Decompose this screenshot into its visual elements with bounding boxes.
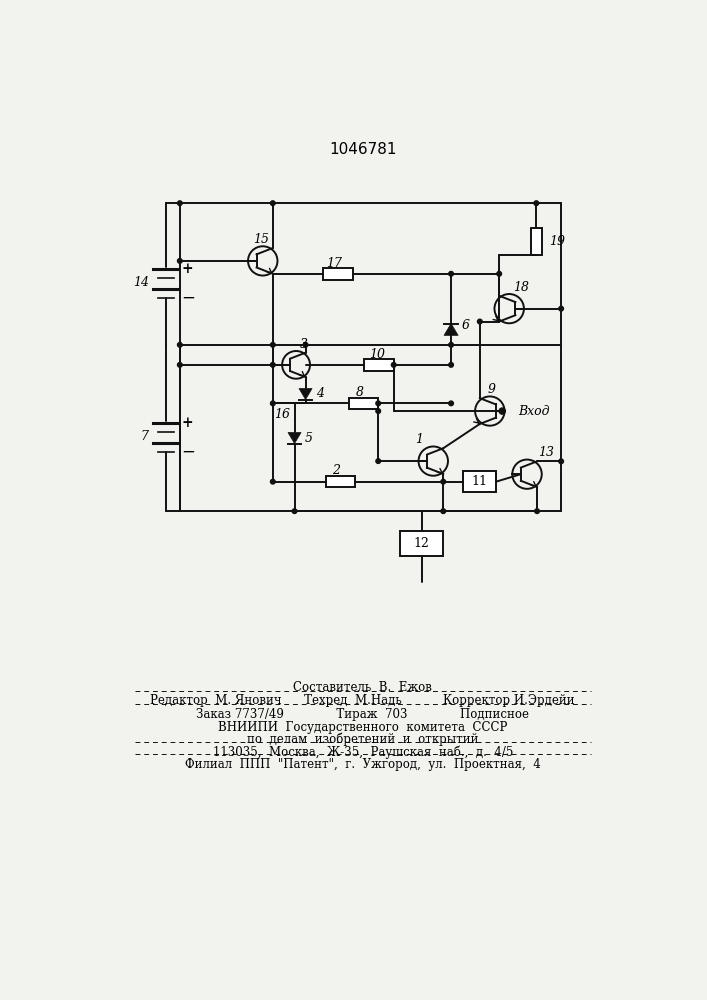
Bar [530,228,542,255]
Text: +: + [182,416,193,430]
Text: 6: 6 [462,319,470,332]
Text: Составитель  В.  Ежов: Составитель В. Ежов [293,681,432,694]
Circle shape [559,306,563,311]
Polygon shape [288,432,301,444]
Polygon shape [299,388,312,400]
Text: 1: 1 [415,433,423,446]
Circle shape [449,363,453,367]
Bar [464,471,496,492]
Text: ВНИИПИ  Государственного  комитета  СССР: ВНИИПИ Государственного комитета СССР [218,721,508,734]
Text: Филиал  ППП  "Патент",  г.  Ужгород,  ул.  Проектная,  4: Филиал ППП "Патент", г. Ужгород, ул. Про… [185,758,541,771]
Text: 7: 7 [141,430,149,443]
Text: 18: 18 [513,281,529,294]
Text: +: + [182,262,193,276]
Text: по  делам  изобретений  и  открытий: по делам изобретений и открытий [247,733,479,746]
Circle shape [177,363,182,367]
Circle shape [177,343,182,347]
Circle shape [271,401,275,406]
Circle shape [449,271,453,276]
Circle shape [477,319,482,324]
Circle shape [441,479,445,484]
Text: Вход: Вход [518,405,549,418]
Circle shape [271,479,275,484]
Circle shape [441,509,445,513]
Circle shape [271,343,275,347]
Circle shape [534,201,539,205]
Bar [349,398,378,409]
Circle shape [177,201,182,205]
Circle shape [376,409,380,413]
Bar [325,476,355,487]
Text: 17: 17 [326,257,342,270]
Text: 11: 11 [472,475,488,488]
Text: 8: 8 [356,386,363,399]
Text: 2: 2 [332,464,340,477]
Text: −: − [182,289,195,306]
Text: Заказ 7737/49              Тираж  703              Подписное: Заказ 7737/49 Тираж 703 Подписное [197,708,530,721]
Text: 113035,  Москва,  Ж-35,  Раушская  наб.,  д.  4/5: 113035, Москва, Ж-35, Раушская наб., д. … [213,745,513,759]
Circle shape [449,401,453,406]
Circle shape [392,363,396,367]
Circle shape [497,271,501,276]
Text: 14: 14 [133,276,149,289]
Bar [400,531,443,556]
Text: 16: 16 [274,408,291,421]
Text: 10: 10 [368,348,385,361]
Circle shape [499,408,506,414]
Polygon shape [444,324,458,335]
Text: 5: 5 [305,432,312,445]
Circle shape [303,343,308,347]
Text: 13: 13 [539,446,554,459]
Bar [364,359,394,371]
Circle shape [376,401,380,406]
Circle shape [449,343,453,347]
Text: 15: 15 [253,233,269,246]
Text: 12: 12 [414,537,430,550]
Circle shape [292,509,297,513]
Circle shape [376,459,380,463]
Circle shape [271,201,275,205]
Bar [323,268,353,280]
Text: 1046781: 1046781 [329,142,397,157]
Text: 9: 9 [487,383,496,396]
Circle shape [271,363,275,367]
Text: 4: 4 [315,387,324,400]
Text: 19: 19 [549,235,565,248]
Text: 3: 3 [300,338,308,351]
Circle shape [534,509,539,513]
Text: −: − [182,443,195,460]
Text: Редактор  М. Янович      Техред  М.Надь           Корректор И.Эрдейи: Редактор М. Янович Техред М.Надь Коррект… [151,694,575,707]
Circle shape [177,259,182,263]
Circle shape [559,459,563,464]
